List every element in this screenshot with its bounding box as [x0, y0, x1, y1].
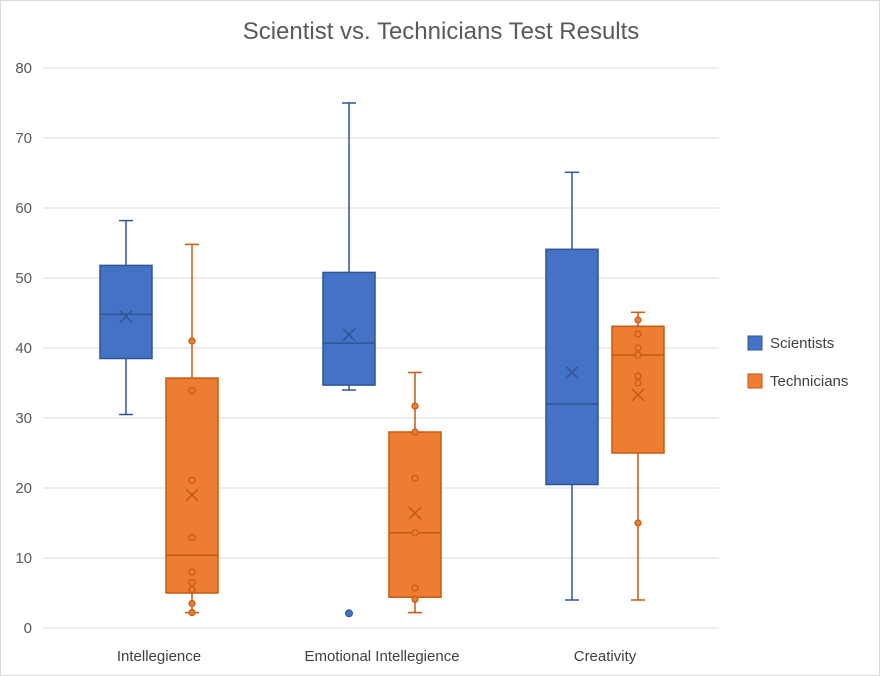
mean-marker [631, 388, 645, 402]
y-tick-label: 30 [15, 410, 32, 427]
data-point [188, 476, 196, 484]
box-iqr [322, 271, 376, 386]
data-point [411, 595, 419, 603]
legend-swatch [747, 373, 763, 389]
data-point [634, 519, 642, 527]
legend-swatch [747, 335, 763, 351]
box-iqr [165, 377, 219, 594]
mean-marker [408, 506, 422, 520]
box-technicians-1 [388, 371, 442, 614]
data-point [411, 529, 419, 537]
y-tick-label: 70 [15, 130, 32, 147]
y-tick-label: 0 [24, 620, 32, 637]
data-point [188, 337, 196, 345]
box-iqr [388, 431, 442, 598]
box-iqr [99, 264, 153, 360]
legend-item-scientists: Scientists [747, 335, 834, 352]
gridlines [43, 67, 719, 629]
data-point [188, 585, 196, 594]
box-technicians-0 [165, 243, 219, 617]
y-tick-label: 40 [15, 340, 32, 357]
legend: Scientists Technicians [747, 335, 848, 390]
mean-marker [119, 309, 133, 324]
mean-marker [185, 488, 199, 502]
chart-title: Scientist vs. Technicians Test Results [243, 18, 640, 45]
y-axis-ticks: 0 10 20 30 40 50 60 70 80 [15, 60, 32, 637]
y-tick-label: 20 [15, 480, 32, 497]
data-point [188, 608, 196, 617]
data-point [634, 344, 642, 352]
data-point [634, 351, 642, 359]
category-label: Intellegience [117, 648, 201, 665]
data-point [411, 428, 419, 436]
data-point [634, 372, 642, 380]
data-point [634, 379, 642, 387]
data-point [188, 599, 196, 608]
plot-area [99, 102, 665, 618]
data-point [411, 402, 419, 410]
box-technicians-2 [611, 311, 665, 601]
mean-marker [565, 365, 579, 380]
data-point [634, 330, 642, 338]
x-axis-labels: Intellegience Emotional Intellegience Crea… [117, 648, 637, 665]
data-point [411, 474, 419, 482]
y-tick-label: 80 [15, 60, 32, 77]
data-point [188, 578, 196, 587]
y-tick-label: 50 [15, 270, 32, 287]
data-point [188, 534, 196, 542]
legend-label: Technicians [770, 373, 848, 390]
data-point [634, 316, 642, 324]
data-point [188, 568, 196, 576]
mean-marker [342, 328, 356, 342]
data-point [411, 584, 419, 592]
y-tick-label: 60 [15, 200, 32, 217]
box-scientists-2 [545, 171, 599, 601]
category-label: Emotional Intellegience [304, 648, 459, 665]
legend-item-technicians: Technicians [747, 373, 848, 390]
outlier-point [345, 609, 353, 618]
y-tick-label: 10 [15, 550, 32, 567]
data-point [188, 387, 196, 395]
box-scientists-1 [322, 102, 376, 618]
box-scientists-0 [99, 219, 153, 416]
box-iqr [545, 248, 599, 486]
legend-label: Scientists [770, 335, 834, 352]
category-label: Creativity [574, 648, 637, 665]
